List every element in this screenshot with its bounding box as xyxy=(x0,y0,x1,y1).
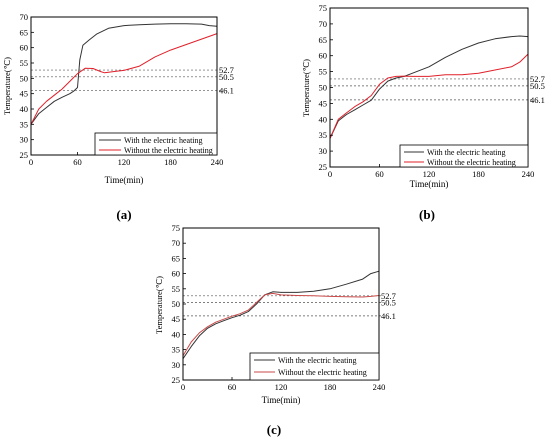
panel-c-xtick-label-2: 120 xyxy=(275,382,288,392)
panel-a-series-without-heating xyxy=(30,33,218,125)
panel-b-series-without-heating xyxy=(329,53,529,139)
panel-a-xtick-label-4: 240 xyxy=(211,157,224,167)
panel-a-ytick-label-8: 65 xyxy=(20,27,29,37)
panel-b-ytick-label-10: 75 xyxy=(319,3,328,13)
panel-b-ytick-label-2: 35 xyxy=(319,130,328,140)
panel-c-series-without-heating xyxy=(182,292,380,356)
panel-a-xtick-label-3: 180 xyxy=(164,157,177,167)
panel-c-ref-label-0: 52.7 xyxy=(381,291,396,301)
panel-a-legend: With the electric heating Without the el… xyxy=(94,132,218,156)
panel-a-ytick-label-9: 70 xyxy=(20,12,29,22)
panel-b-ytick-label-4: 45 xyxy=(319,98,328,108)
panel-a-ref-label-1: 50.5 xyxy=(219,72,234,82)
panel-b-ytick-label-7: 60 xyxy=(319,51,328,61)
panel-a-ytick-label-7: 60 xyxy=(20,43,29,53)
panel-b-ref-label-2: 46.1 xyxy=(530,95,545,105)
panel-a-legend-without: Without the electric heating xyxy=(124,146,213,155)
panel-b-legend-without: Without the electric heating xyxy=(427,158,516,167)
panel-a-ref-label-0: 52.7 xyxy=(219,65,234,75)
panel-b-xtick-label-0: 0 xyxy=(328,169,332,179)
panel-a-ytick-label-3: 40 xyxy=(20,104,29,114)
panel-b-label: (b) xyxy=(419,207,435,222)
panel-c-ytick-label-6: 55 xyxy=(172,284,181,294)
panel-b-ytick-label-9: 70 xyxy=(319,19,328,29)
panel-b-ytick-label-6: 55 xyxy=(319,67,328,77)
panel-b-ytick-label-0: 25 xyxy=(319,162,328,172)
panel-c-ytick-label-2: 35 xyxy=(172,345,181,355)
panel-a-ytick-label-0: 25 xyxy=(20,150,29,160)
panel-c: Temperature(℃) Time(min) (c) 52.750.5 46.… xyxy=(154,223,396,437)
panel-b-xtick-label-3: 180 xyxy=(472,169,485,179)
panel-c-legend: With the electric heating Without the el… xyxy=(249,352,380,381)
panel-c-xtick-label-4: 240 xyxy=(373,382,386,392)
panel-b-legend: With the electric heating Without the el… xyxy=(399,144,529,168)
panel-c-ytick-label-1: 30 xyxy=(172,360,181,370)
panel-a-xtick-label-1: 60 xyxy=(73,157,82,167)
panel-c-legend-without: Without the electric heating xyxy=(278,368,367,377)
panel-a-xlabel: Time(min) xyxy=(105,175,144,185)
panel-c-plot xyxy=(182,270,383,359)
panel-b-legend-box xyxy=(399,144,529,168)
panel-a-legend-box xyxy=(94,132,218,156)
panel-c-ytick-label-0: 25 xyxy=(172,375,181,385)
panel-b-ylabel: Temperature(℃) xyxy=(301,59,311,117)
panel-c-ytick-label-5: 50 xyxy=(172,299,181,309)
panel-a-legend-with: With the electric heating xyxy=(124,136,203,145)
panel-a-label: (a) xyxy=(116,207,131,222)
panel-c-ref-label-1: 50.5 xyxy=(381,297,396,307)
panel-c-ytick-label-7: 60 xyxy=(172,269,181,279)
panel-b-xlabel: Time(min) xyxy=(410,179,449,189)
panel-b-legend-with: With the electric heating xyxy=(427,148,506,157)
panel-a-ytick-label-2: 35 xyxy=(20,119,29,129)
panel-c-label: (c) xyxy=(267,422,281,437)
panel-c-ytick-label-4: 45 xyxy=(172,314,181,324)
panel-b: Temperature(℃) Time(min) (b) 52.750.5 46.… xyxy=(301,3,545,222)
panel-b-ytick-label-5: 50 xyxy=(319,83,328,93)
panel-b-xtick-label-1: 60 xyxy=(375,169,384,179)
panel-c-ytick-label-10: 75 xyxy=(172,223,181,233)
panel-a-ytick-label-4: 45 xyxy=(20,89,29,99)
panel-a-xtick-label-2: 120 xyxy=(118,157,131,167)
panel-b-xtick-label-2: 120 xyxy=(423,169,436,179)
panel-a-ytick-label-1: 30 xyxy=(20,135,29,145)
panel-c-legend-with: With the electric heating xyxy=(278,356,357,365)
panel-a-plot xyxy=(30,23,221,125)
panel-b-ref-label-1: 50.5 xyxy=(530,81,545,91)
panel-b-frame xyxy=(329,7,529,168)
panel-a: Temperature(℃) Time(min) (a) 52.750.5 46.… xyxy=(2,12,234,222)
panel-c-series-with-heating xyxy=(182,270,380,359)
panel-a-ylabel: Temperature(℃) xyxy=(2,57,12,115)
panel-c-ytick-label-3: 40 xyxy=(172,329,181,339)
panel-c-xtick-label-3: 180 xyxy=(324,382,337,392)
panel-c-legend-box xyxy=(249,352,380,381)
panel-a-ref-label-2: 46.1 xyxy=(219,85,234,95)
panel-a-ytick-label-6: 55 xyxy=(20,58,29,68)
panel-c-xlabel: Time(min) xyxy=(262,395,301,405)
panel-b-ytick-label-1: 30 xyxy=(319,146,328,156)
panel-a-series-with-heating xyxy=(30,23,218,125)
panel-b-series-with-heating xyxy=(329,35,529,139)
panel-c-ytick-label-8: 65 xyxy=(172,253,181,263)
panel-c-ylabel: Temperature(℃) xyxy=(154,276,164,334)
panel-c-ytick-label-9: 70 xyxy=(172,238,181,248)
panel-c-xtick-label-1: 60 xyxy=(228,382,237,392)
panel-c-ref-label-2: 46.1 xyxy=(381,311,396,321)
panel-a-xtick-label-0: 0 xyxy=(29,157,33,167)
panel-a-ytick-label-5: 50 xyxy=(20,73,29,83)
panel-b-ref-label-0: 52.7 xyxy=(530,74,545,84)
panel-b-xtick-label-4: 240 xyxy=(522,169,535,179)
panel-b-plot xyxy=(329,35,532,139)
panel-b-ytick-label-8: 65 xyxy=(319,35,328,45)
panel-b-ytick-label-3: 40 xyxy=(319,114,328,124)
panel-c-xtick-label-0: 0 xyxy=(181,382,185,392)
